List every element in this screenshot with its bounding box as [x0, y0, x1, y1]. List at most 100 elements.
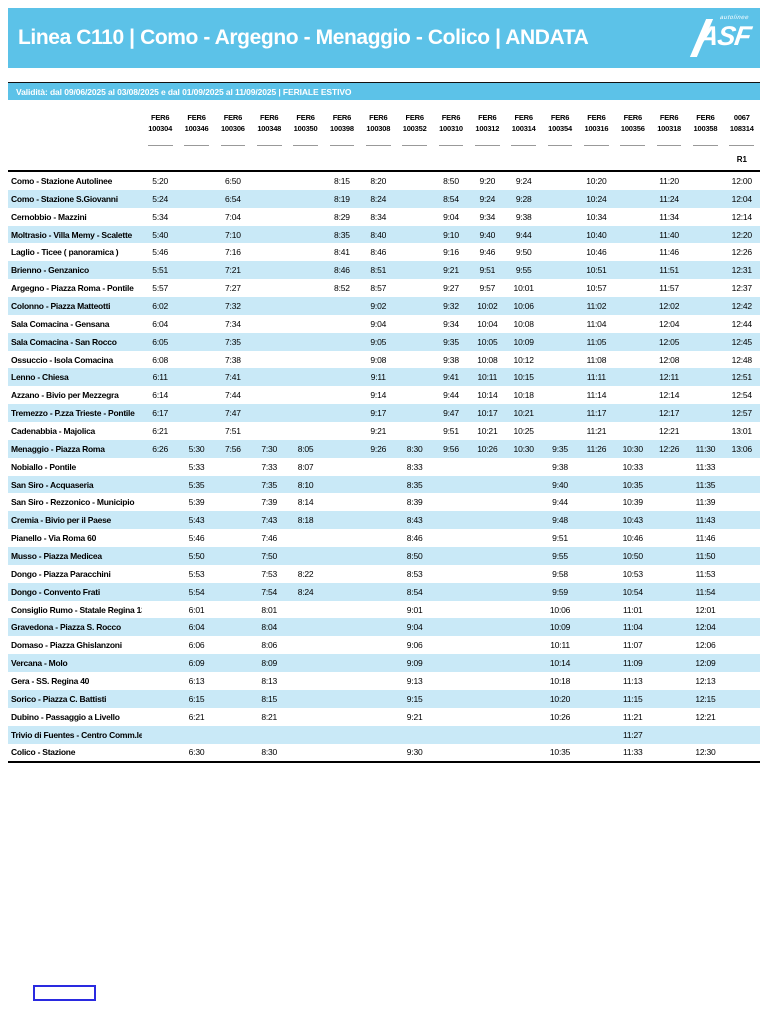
stop-name: Como - Stazione S.Giovanni	[11, 193, 118, 204]
time-cell: 7:35	[225, 336, 241, 347]
trip-code-header: FER6 100356	[615, 110, 651, 146]
stop-name: Consiglio Rumo - Statale Regina 13	[11, 604, 142, 615]
time-cell: 8:50	[406, 550, 423, 561]
table-row: Nobiallo - Pontile 5:33 7:33 8:07 8:33 9:38 10…	[8, 458, 760, 476]
time-cell: 10:25	[513, 425, 534, 436]
time-cell: 12:00	[731, 175, 752, 186]
time-cell: 9:50	[515, 247, 532, 258]
header-underline	[584, 145, 609, 146]
stop-column-header	[8, 110, 142, 146]
stop-name: Colico - Stazione	[11, 747, 76, 758]
time-cell: 11:46	[659, 247, 679, 258]
time-cell: 12:04	[731, 193, 752, 204]
time-cell: 9:10	[443, 229, 459, 240]
table-row: Brienno - Genzanico 5:51 7:21 8:46 8:51 9:21 9…	[8, 261, 760, 280]
trip-code-type: FER6	[223, 113, 243, 122]
page-title: Linea C110 | Como - Argegno - Menaggio -…	[18, 26, 589, 49]
header-underline	[184, 145, 209, 146]
table-row: Lenno - Chiesa 6:11 7:41 9:11 9:41 10:11 10:15…	[8, 368, 760, 387]
time-cell: 11:33	[695, 461, 716, 472]
trip-code-header: FER6 100310	[433, 110, 469, 146]
link-annotation-box[interactable]	[33, 985, 96, 1001]
time-cell: 5:33	[188, 461, 205, 472]
table-row: Dubino - Passaggio a Livello 6:21 8:21 9:21…	[8, 708, 760, 726]
table-row: Cernobbio - Mazzini 5:34 7:04 8:29 8:34 9:04 9…	[8, 208, 760, 226]
time-cell: 12:09	[695, 658, 716, 669]
time-cell: 11:30	[695, 443, 716, 454]
note-empty-cell	[433, 150, 469, 170]
time-cell: 7:04	[225, 211, 241, 222]
time-cell: 8:18	[297, 515, 314, 526]
table-row: Sorico - Piazza C. Battisti 6:15 8:15 9:15 1…	[8, 689, 760, 708]
time-cell: 9:17	[370, 408, 387, 419]
time-cell: 13:06	[731, 443, 752, 454]
table-row: Musso - Piazza Medicea 5:50 7:50 8:50 9:55 10…	[8, 547, 760, 565]
time-cell: 7:10	[225, 229, 241, 240]
time-cell: 12:44	[731, 318, 752, 329]
time-cell: 7:43	[261, 515, 278, 526]
time-cell: 11:11	[586, 372, 606, 383]
time-cell: 12:05	[658, 336, 680, 347]
time-cell: 7:47	[225, 408, 241, 419]
time-cell: 9:44	[515, 229, 532, 240]
header-underline	[293, 145, 318, 146]
time-cell: 11:26	[586, 443, 607, 454]
time-cell: 10:33	[622, 461, 643, 472]
time-cell: 7:54	[261, 586, 278, 597]
stop-name: Colonno - Piazza Matteotti	[11, 300, 111, 311]
time-cell: 8:22	[297, 568, 314, 579]
time-cell: 10:14	[549, 658, 571, 669]
time-cell: 10:09	[513, 336, 534, 347]
time-cell: 11:17	[586, 408, 607, 419]
time-cell: 10:21	[513, 408, 534, 419]
table-row: Como - Stazione S.Giovanni 5:24 6:54 8:19 8:…	[8, 189, 760, 208]
time-cell: 6:02	[152, 300, 169, 311]
trip-code-number: 100398	[330, 124, 354, 133]
time-cell: 10:02	[477, 300, 498, 311]
time-cell: 7:56	[225, 443, 241, 454]
time-cell: 7:27	[225, 283, 241, 294]
time-cell: 7:30	[261, 443, 278, 454]
header-underline	[693, 145, 718, 146]
time-cell: 7:38	[225, 354, 241, 365]
time-cell: 10:24	[586, 193, 607, 204]
time-cell: 9:35	[552, 443, 568, 454]
table-row: Laglio - Ticee ( panoramica ) 5:46 7:16 8:4…	[8, 243, 760, 261]
time-cell: 9:24	[515, 175, 532, 186]
time-cell: 11:46	[695, 533, 716, 544]
time-cell: 10:39	[622, 497, 643, 508]
time-cell: 11:27	[622, 729, 643, 740]
time-cell: 11:04	[586, 318, 607, 329]
note-empty-cell	[360, 150, 396, 170]
note-empty-cell	[687, 150, 723, 170]
time-cell: 10:54	[622, 586, 643, 597]
time-cell: 9:24	[479, 193, 496, 204]
time-cell: 9:55	[515, 265, 532, 276]
time-cell: 10:06	[513, 300, 534, 311]
stop-name: Lenno - Chiesa	[11, 372, 69, 383]
time-cell: 8:43	[406, 515, 423, 526]
time-cell: 5:46	[188, 533, 205, 544]
stop-name: Sala Comacina - San Rocco	[11, 336, 117, 347]
trip-code-header: FER6 100316	[578, 110, 614, 146]
time-cell: 8:50	[443, 175, 459, 186]
note-empty-cell	[142, 150, 178, 170]
time-cell: 5:54	[188, 586, 205, 597]
time-cell: 9:04	[370, 318, 387, 329]
time-cell: 8:13	[261, 675, 278, 686]
time-cell: 11:39	[695, 497, 716, 508]
time-cell: 8:24	[297, 586, 314, 597]
time-cell: 9:04	[443, 211, 459, 222]
time-cell: 5:50	[188, 550, 205, 561]
trip-code-type: FER6	[405, 113, 424, 122]
trip-code-header: FER6 100358	[687, 110, 723, 146]
time-cell: 9:05	[370, 336, 387, 347]
time-cell: 11:14	[586, 390, 607, 401]
table-row: San Siro - Rezzonico - Municipio 5:39 7:39…	[8, 493, 760, 511]
time-cell: 9:35	[443, 336, 459, 347]
time-cell: 10:18	[513, 390, 534, 401]
trip-code-number: 100312	[475, 124, 500, 133]
header-underline	[656, 145, 682, 146]
time-cell: 8:15	[261, 693, 278, 704]
